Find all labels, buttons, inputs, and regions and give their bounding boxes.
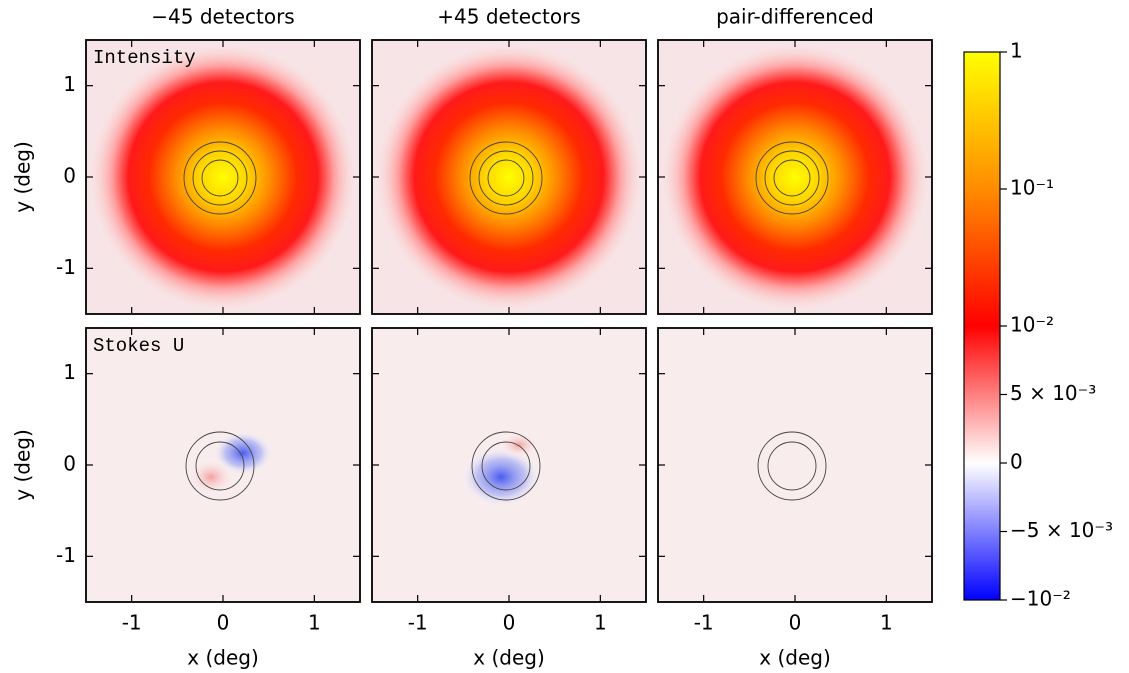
heatmap-image xyxy=(86,328,360,602)
heatmap-blob xyxy=(88,42,358,312)
colorbar-tick-label: 10⁻¹ xyxy=(1010,176,1054,200)
y-tick-label: 1 xyxy=(63,72,76,96)
x-tick-label: 0 xyxy=(217,611,230,635)
contour xyxy=(471,431,541,501)
contour xyxy=(192,150,248,206)
heatmap-panel: -1 0 1 x (deg) xyxy=(371,327,647,670)
contour xyxy=(185,431,255,501)
panel-annotation: Intensity xyxy=(93,47,196,69)
contour xyxy=(481,441,531,491)
x-tick-label: 0 xyxy=(789,611,802,635)
heatmap-background xyxy=(658,328,932,602)
y-tick-label: -1 xyxy=(56,543,76,567)
heatmap-blob xyxy=(461,447,541,507)
x-tick-label: -1 xyxy=(694,611,714,635)
y-tick-label: 1 xyxy=(63,360,76,384)
heatmap-blob xyxy=(185,457,237,497)
contour xyxy=(183,141,257,215)
x-axis-label: x (deg) xyxy=(187,646,259,670)
colorbar-tick-label: −10⁻² xyxy=(1010,587,1071,611)
contour xyxy=(195,441,245,491)
contour xyxy=(773,159,811,197)
heatmap-panel: -1 0 1 -1 0 1 Stokes U x (deg) y (deg) xyxy=(11,327,361,670)
colorbar-tick-label: 0 xyxy=(1010,450,1023,474)
colorbar xyxy=(963,51,1001,601)
x-axis-label: x (deg) xyxy=(473,646,545,670)
heatmap-image xyxy=(658,328,932,602)
heatmap-blob xyxy=(497,431,541,459)
heatmap-panel: +45 detectors xyxy=(371,5,647,315)
contour xyxy=(201,159,239,197)
y-tick-label: -1 xyxy=(56,255,76,279)
x-tick-label: -1 xyxy=(122,611,142,635)
colorbar-tick-label: 1 xyxy=(1010,39,1023,63)
contour xyxy=(469,141,543,215)
heatmap-blob xyxy=(374,42,644,312)
heatmap-panel: pair-differenced xyxy=(657,5,933,315)
x-tick-label: 1 xyxy=(880,611,893,635)
y-tick-label: 0 xyxy=(63,164,76,188)
heatmap-image xyxy=(372,328,646,602)
x-tick-label: 1 xyxy=(594,611,607,635)
panel-annotation: Stokes U xyxy=(93,335,184,357)
colorbar-tick-label: 5 × 10⁻³ xyxy=(1010,381,1096,405)
x-tick-label: 1 xyxy=(308,611,321,635)
panel-title: pair-differenced xyxy=(716,5,874,29)
contour xyxy=(767,441,817,491)
heatmap-panel: -1 0 1 x (deg) xyxy=(657,327,933,670)
contour xyxy=(757,431,827,501)
heatmap-image xyxy=(372,40,646,314)
heatmap-image xyxy=(86,40,360,314)
heatmap-panel: -1 0 1 −45 detectors Intensity y (deg) xyxy=(11,5,361,315)
contour xyxy=(487,159,525,197)
y-tick-label: 0 xyxy=(63,452,76,476)
panel-title: −45 detectors xyxy=(151,5,294,29)
contour xyxy=(755,141,829,215)
heatmap-blob xyxy=(660,42,930,312)
panel-title: +45 detectors xyxy=(437,5,580,29)
x-tick-label: -1 xyxy=(408,611,428,635)
y-axis-label: y (deg) xyxy=(11,141,35,213)
contour xyxy=(764,150,820,206)
colorbar-tick-label: 10⁻² xyxy=(1010,313,1054,337)
colorbar-tick-label: −5 × 10⁻³ xyxy=(1010,518,1113,542)
contour xyxy=(478,150,534,206)
y-axis-label: y (deg) xyxy=(11,429,35,501)
x-axis-label: x (deg) xyxy=(759,646,831,670)
heatmap-image xyxy=(658,40,932,314)
x-tick-label: 0 xyxy=(503,611,516,635)
